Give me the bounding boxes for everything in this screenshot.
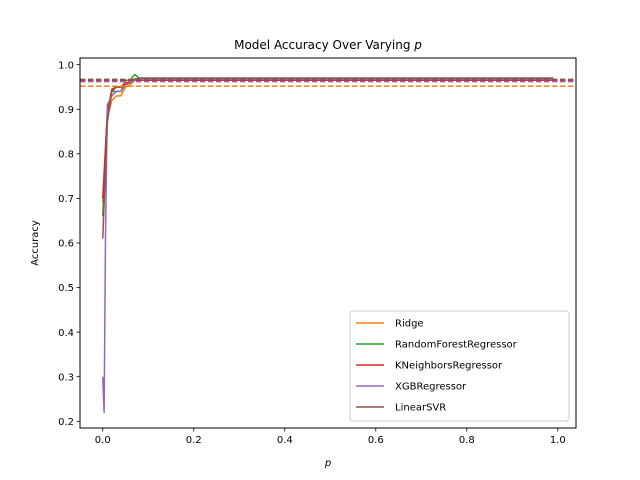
- series-line-4: [102, 77, 554, 239]
- chart-title: Model Accuracy Over Varying p: [234, 38, 422, 52]
- x-tick-label-1: 0.2: [186, 435, 202, 446]
- legend-label-4: LinearSVR: [395, 403, 446, 414]
- y-tick-label-2: 0.4: [58, 328, 74, 339]
- y-tick-label-0: 0.2: [58, 417, 74, 428]
- legend-label-1: RandomForestRegressor: [395, 340, 518, 351]
- x-tick-label-0: 0.0: [95, 435, 111, 446]
- y-axis-label: Accuracy: [30, 220, 41, 266]
- y-tick-label-8: 1.0: [58, 60, 74, 71]
- y-tick-label-7: 0.9: [58, 105, 74, 116]
- baseline-lines: [80, 78, 576, 87]
- y-tick-label-6: 0.8: [58, 149, 74, 160]
- y-tick-label-4: 0.6: [58, 239, 74, 250]
- y-axis-ticks: 0.2 0.3 0.4 0.5 0.6 0.7 0.8 0.9 1.0: [58, 60, 80, 428]
- y-tick-label-1: 0.3: [58, 372, 74, 383]
- x-tick-label-4: 0.8: [459, 435, 475, 446]
- legend-label-0: Ridge: [395, 319, 424, 330]
- x-tick-label-2: 0.4: [277, 435, 293, 446]
- x-axis-label: p: [324, 458, 331, 469]
- legend-box: [349, 310, 570, 422]
- legend-label-3: XGBRegressor: [395, 382, 467, 393]
- x-tick-label-5: 1.0: [550, 435, 566, 446]
- x-tick-label-3: 0.6: [368, 435, 384, 446]
- y-tick-label-5: 0.7: [58, 194, 74, 205]
- x-axis-ticks: 0.0 0.2 0.4 0.6 0.8 1.0: [95, 428, 566, 446]
- legend-label-2: KNeighborsRegressor: [395, 361, 503, 372]
- legend: Ridge RandomForestRegressor KNeighborsRegr…: [349, 310, 570, 422]
- y-tick-label-3: 0.5: [58, 283, 74, 294]
